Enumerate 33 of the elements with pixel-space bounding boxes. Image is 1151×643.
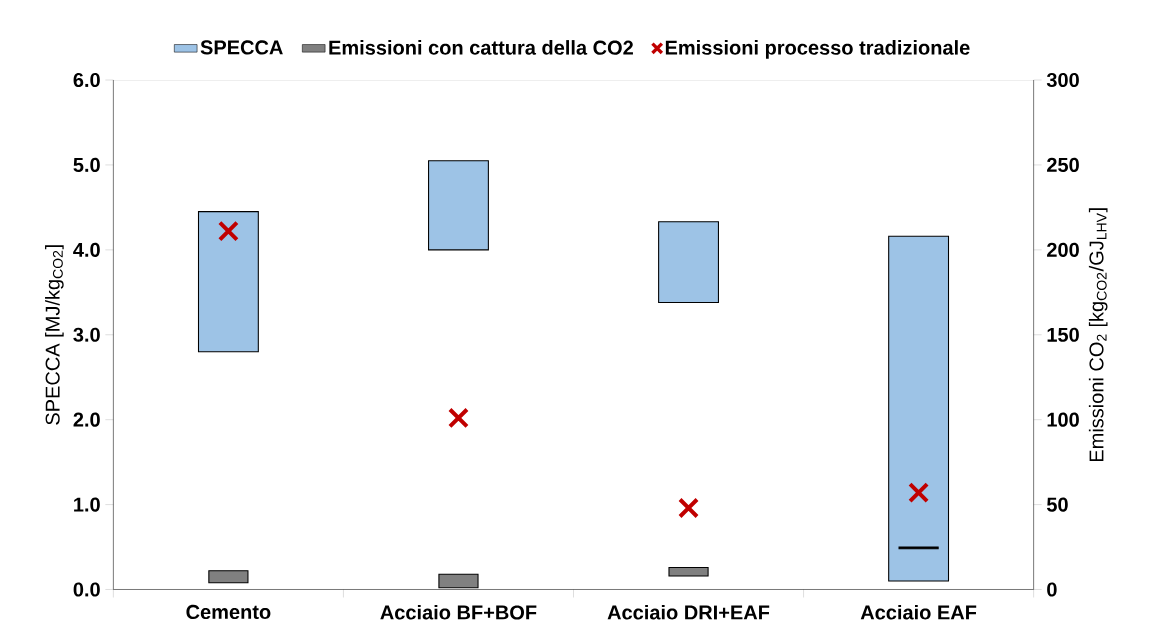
y-tick-label: 0.0	[73, 582, 100, 597]
legend-label: SPECCA	[200, 40, 283, 55]
y-tick-label: 4.0	[73, 242, 100, 257]
point	[908, 482, 930, 504]
y-tick-label: 3.0	[73, 327, 100, 342]
y2-tick-label: 100	[1047, 412, 1079, 427]
y-tick-label: 2.0	[73, 412, 100, 427]
bar	[888, 235, 950, 582]
y2-tick-label: 300	[1046, 73, 1079, 88]
y2-axis-title: Emissioni CO$_{2}$ [kg$_{CO2}$/GJ$_{LHV}$]	[1088, 208, 1108, 462]
point	[217, 220, 239, 242]
x-tick-label: Acciaio BF+BOF	[380, 604, 537, 620]
y2-tick-label: 50	[1046, 497, 1068, 512]
y2-tick-label: 0	[1047, 582, 1057, 597]
bar	[428, 160, 489, 251]
bar	[197, 211, 259, 353]
x-tick-label: Acciaio DRI+EAF	[607, 604, 770, 620]
y2-tick-label: 150	[1047, 327, 1079, 342]
bar	[658, 221, 719, 304]
point	[678, 497, 700, 519]
bar	[668, 566, 709, 577]
point	[447, 407, 469, 429]
bar	[208, 570, 249, 584]
y-tick-label: 6.0	[73, 73, 100, 88]
legend-label: Emissioni con cattura della CO2	[329, 40, 633, 55]
legend-label: Emissioni processo tradizionale	[665, 40, 970, 59]
y2-tick-label: 200	[1047, 242, 1079, 257]
y-tick-label: 1.0	[74, 497, 100, 512]
y2-tick-label: 250	[1047, 157, 1079, 173]
y-tick-label: 5.0	[73, 157, 100, 173]
x-tick-label: Cemento	[186, 604, 271, 620]
y-axis-title: SPECCA [MJ/kg$_{CO2}$]	[45, 245, 64, 425]
x-tick-label: Acciaio EAF	[860, 604, 977, 620]
